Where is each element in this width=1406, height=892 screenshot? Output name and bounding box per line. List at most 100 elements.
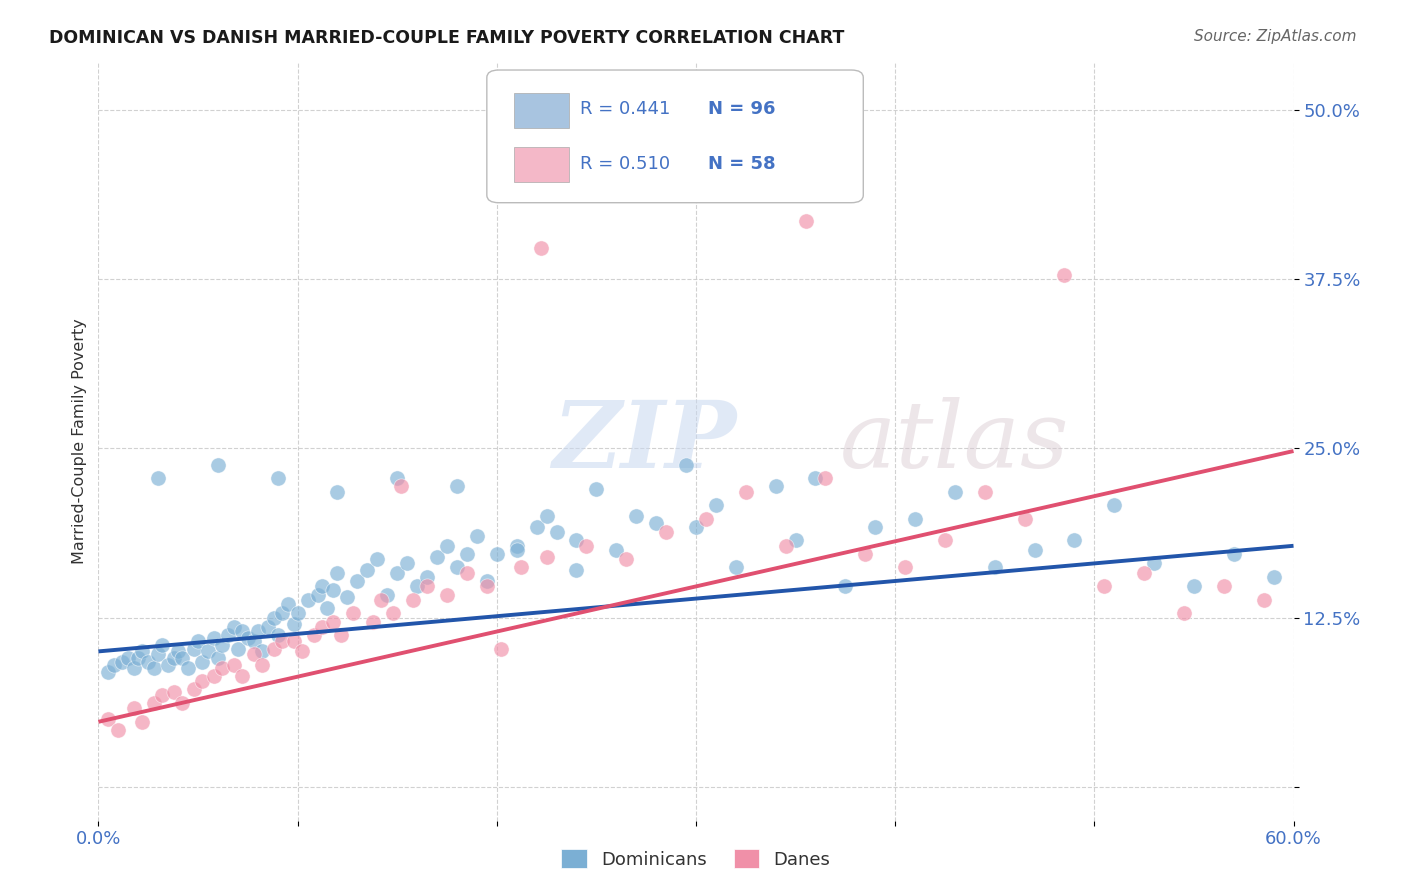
Point bbox=[136, 655, 159, 669]
Point bbox=[330, 628, 353, 642]
Point bbox=[163, 651, 186, 665]
Point bbox=[124, 660, 146, 674]
Point bbox=[342, 607, 364, 621]
Point bbox=[485, 547, 508, 561]
Point bbox=[97, 665, 120, 679]
Point bbox=[356, 563, 378, 577]
Point bbox=[291, 644, 314, 658]
Point bbox=[509, 560, 531, 574]
Point bbox=[346, 574, 368, 588]
Point bbox=[207, 458, 229, 472]
Point bbox=[322, 615, 344, 629]
Point bbox=[316, 601, 339, 615]
Point bbox=[222, 620, 245, 634]
Text: R = 0.441: R = 0.441 bbox=[581, 101, 671, 119]
Point bbox=[322, 583, 344, 598]
Point bbox=[267, 628, 290, 642]
Point bbox=[1014, 512, 1036, 526]
Point bbox=[283, 617, 305, 632]
Point bbox=[172, 651, 194, 665]
Point bbox=[157, 657, 180, 672]
Point bbox=[103, 657, 125, 672]
Point bbox=[283, 633, 305, 648]
Point bbox=[724, 560, 747, 574]
Point bbox=[605, 542, 627, 557]
Point bbox=[187, 633, 209, 648]
Point bbox=[270, 633, 292, 648]
Point bbox=[465, 529, 488, 543]
Point bbox=[270, 607, 292, 621]
Point bbox=[382, 607, 405, 621]
Point bbox=[865, 520, 887, 534]
Text: Source: ZipAtlas.com: Source: ZipAtlas.com bbox=[1194, 29, 1357, 44]
Point bbox=[202, 669, 225, 683]
Point bbox=[734, 484, 756, 499]
Point bbox=[426, 549, 449, 564]
Point bbox=[1253, 593, 1275, 607]
Point bbox=[311, 620, 333, 634]
Point bbox=[406, 579, 429, 593]
Point bbox=[127, 651, 149, 665]
Point bbox=[311, 579, 333, 593]
Point bbox=[217, 628, 239, 642]
Point bbox=[565, 563, 588, 577]
Text: DOMINICAN VS DANISH MARRIED-COUPLE FAMILY POVERTY CORRELATION CHART: DOMINICAN VS DANISH MARRIED-COUPLE FAMIL… bbox=[49, 29, 845, 46]
Point bbox=[263, 641, 285, 656]
Point bbox=[575, 539, 598, 553]
Point bbox=[336, 591, 359, 605]
Text: N = 96: N = 96 bbox=[709, 101, 776, 119]
Point bbox=[211, 638, 233, 652]
Point bbox=[231, 624, 253, 639]
Point bbox=[785, 533, 807, 548]
Point bbox=[1104, 498, 1126, 512]
Point bbox=[226, 641, 249, 656]
Point bbox=[263, 610, 285, 624]
FancyBboxPatch shape bbox=[486, 70, 863, 202]
Point bbox=[1092, 579, 1115, 593]
Point bbox=[363, 615, 385, 629]
Point bbox=[131, 714, 153, 729]
Point bbox=[436, 588, 458, 602]
Point bbox=[456, 547, 478, 561]
Point bbox=[143, 660, 166, 674]
Point bbox=[626, 508, 648, 523]
Point bbox=[685, 520, 707, 534]
Point bbox=[565, 533, 588, 548]
Point bbox=[389, 479, 412, 493]
Point bbox=[243, 647, 266, 661]
Point bbox=[366, 552, 388, 566]
Point bbox=[973, 484, 995, 499]
Point bbox=[256, 620, 278, 634]
Point bbox=[595, 168, 617, 182]
Point bbox=[250, 644, 273, 658]
Point bbox=[585, 482, 607, 496]
Point bbox=[614, 552, 637, 566]
Point bbox=[475, 579, 498, 593]
Point bbox=[111, 655, 134, 669]
Text: N = 58: N = 58 bbox=[709, 155, 776, 173]
Point bbox=[775, 539, 797, 553]
Text: R = 0.510: R = 0.510 bbox=[581, 155, 671, 173]
Point bbox=[231, 669, 253, 683]
Point bbox=[1182, 579, 1205, 593]
Point bbox=[794, 214, 817, 228]
Point bbox=[984, 560, 1007, 574]
Point bbox=[97, 712, 120, 726]
Text: atlas: atlas bbox=[839, 397, 1069, 486]
Point bbox=[804, 471, 827, 485]
Point bbox=[536, 508, 558, 523]
Point bbox=[1263, 570, 1285, 584]
Point bbox=[307, 588, 329, 602]
Point bbox=[183, 641, 205, 656]
Point bbox=[150, 688, 173, 702]
Point bbox=[1053, 268, 1076, 282]
Y-axis label: Married-Couple Family Poverty: Married-Couple Family Poverty bbox=[72, 318, 87, 565]
Point bbox=[904, 512, 927, 526]
Point bbox=[704, 498, 727, 512]
Point bbox=[177, 660, 200, 674]
Point bbox=[834, 579, 856, 593]
Point bbox=[183, 682, 205, 697]
Point bbox=[250, 657, 273, 672]
Point bbox=[655, 525, 678, 540]
Point bbox=[526, 520, 548, 534]
